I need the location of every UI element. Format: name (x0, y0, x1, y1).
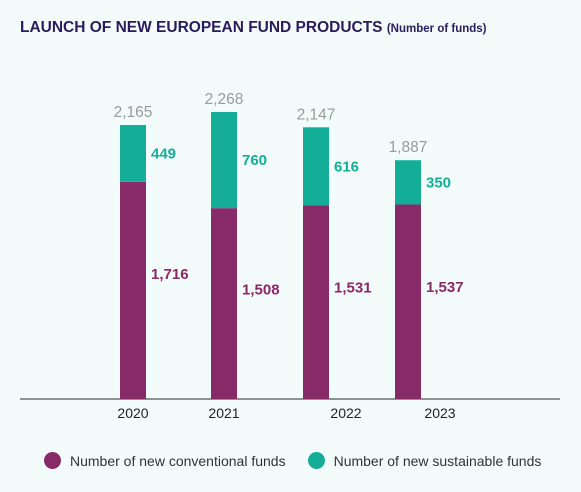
value-label-conventional-2021: 1,508 (242, 281, 280, 298)
legend-label-sustainable: Number of new sustainable funds (333, 452, 542, 469)
x-tick-label-2021: 2021 (208, 405, 239, 421)
value-label-sustainable-2020: 449 (151, 145, 176, 162)
legend-item-conventional: Number of new conventional funds (44, 452, 286, 469)
value-label-sustainable-2023: 350 (426, 174, 451, 191)
x-tick-label-2022: 2022 (330, 405, 361, 421)
total-label-2021: 2,268 (205, 91, 244, 108)
bar-conventional-2020 (120, 181, 146, 399)
bar-conventional-2021 (211, 208, 237, 399)
legend-label-conventional: Number of new conventional funds (70, 452, 286, 469)
value-label-conventional-2022: 1,531 (334, 280, 372, 297)
x-tick-label-2023: 2023 (424, 405, 455, 421)
legend-swatch-sustainable (307, 452, 325, 469)
bar-sustainable-2020 (120, 125, 146, 182)
chart-subtitle: (Number of funds) (386, 23, 487, 35)
chart-title: LAUNCH OF NEW EUROPEAN FUND PRODUCTS (Nu… (20, 19, 487, 37)
value-label-sustainable-2021: 760 (242, 152, 267, 169)
bar-sustainable-2021 (211, 112, 237, 209)
total-label-2022: 2,147 (297, 106, 336, 123)
legend-swatch-conventional (44, 452, 61, 469)
chart-title-text: LAUNCH OF NEW EUROPEAN FUND PRODUCTS (20, 19, 383, 36)
legend: Number of new conventional funds Number … (44, 452, 563, 469)
value-label-conventional-2020: 1,716 (151, 266, 189, 283)
value-label-conventional-2023: 1,537 (426, 279, 464, 296)
total-label-2020: 2,165 (114, 104, 153, 121)
value-label-sustainable-2022: 616 (334, 158, 359, 175)
x-tick-label-2020: 2020 (117, 405, 148, 421)
bar-conventional-2022 (303, 205, 329, 399)
total-label-2023: 1,887 (389, 139, 428, 156)
bar-conventional-2023 (395, 204, 421, 399)
legend-item-sustainable: Number of new sustainable funds (307, 452, 542, 469)
bar-sustainable-2023 (395, 160, 421, 205)
bar-sustainable-2022 (303, 127, 329, 206)
